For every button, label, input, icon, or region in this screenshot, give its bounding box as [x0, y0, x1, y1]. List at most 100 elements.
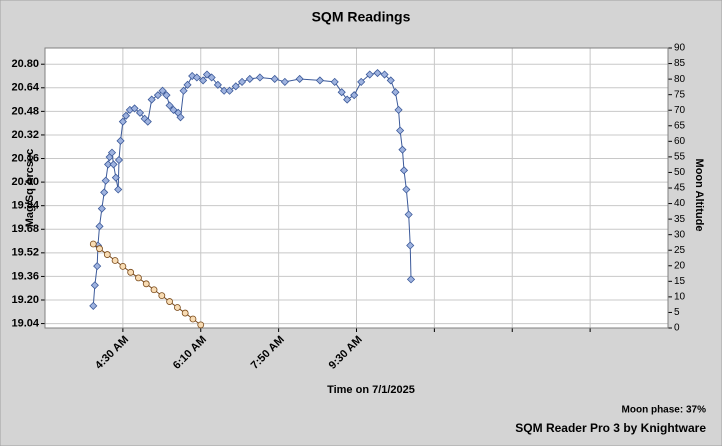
data-point [111, 173, 120, 182]
data-point [181, 309, 189, 317]
data-point [231, 82, 240, 91]
data-point [118, 117, 127, 126]
y2-tick-label: 15 [674, 276, 686, 287]
data-point [391, 88, 400, 97]
data-point [89, 301, 98, 310]
y-tick-label: 20.00 [11, 176, 39, 188]
data-point [107, 148, 117, 157]
data-point [183, 80, 192, 89]
y2-tick-label: 70 [674, 105, 686, 116]
y2-tick-label: 20 [674, 260, 686, 271]
data-point [162, 91, 171, 100]
data-point [202, 70, 212, 79]
data-point [398, 145, 407, 154]
data-point [121, 111, 131, 120]
data-point [295, 74, 304, 84]
data-point [101, 176, 110, 185]
moon-phase: Moon phase: 37% [622, 405, 707, 416]
y2-tick-label: 25 [674, 245, 686, 256]
data-point [93, 262, 102, 271]
y2-tick-label: 10 [674, 292, 686, 303]
data-point [280, 77, 289, 86]
data-point [213, 80, 222, 89]
data-point [357, 77, 366, 86]
data-point [116, 136, 125, 145]
data-point [406, 241, 415, 250]
data-point [189, 315, 197, 323]
y2-tick-label: 55 [674, 152, 686, 163]
data-point [380, 70, 389, 79]
data-point [114, 155, 124, 165]
y2-tick-label: 90 [674, 43, 686, 54]
y2-tick-label: 85 [674, 58, 686, 69]
chart-title: SQM Readings [312, 9, 411, 25]
data-point [127, 268, 135, 276]
data-point [225, 86, 234, 95]
y-tick-label: 19.84 [11, 200, 39, 212]
y-tick-label: 19.52 [11, 247, 39, 259]
data-point [100, 188, 109, 197]
data-point [89, 240, 97, 248]
y-tick-label: 20.64 [11, 82, 39, 94]
y-tick-label: 19.36 [11, 270, 39, 282]
data-point [103, 251, 111, 258]
data-point [158, 292, 166, 300]
data-point [109, 160, 118, 169]
footer: SQM Reader Pro 3 by Knightware [515, 421, 706, 435]
data-point [404, 210, 413, 219]
data-point [220, 86, 229, 95]
data-point [135, 274, 142, 282]
data-point [350, 91, 359, 100]
data-point [373, 68, 382, 78]
data-point [114, 185, 123, 194]
data-point [179, 86, 188, 95]
data-point [365, 70, 374, 79]
data-point [330, 77, 339, 86]
data-point [343, 95, 352, 104]
x-axis-label: Time on 7/1/2025 [327, 384, 415, 396]
data-point [399, 166, 409, 175]
data-point [176, 113, 185, 122]
data-point [255, 73, 265, 82]
data-point [402, 185, 411, 194]
data-point [142, 280, 150, 288]
y2-tick-label: 60 [674, 136, 686, 147]
data-point [169, 105, 178, 114]
y-tick-label: 19.04 [11, 317, 39, 329]
data-point [315, 76, 324, 85]
y-tick-label: 19.20 [11, 294, 39, 306]
data-point [143, 117, 152, 126]
data-point [111, 257, 119, 264]
data-point [158, 86, 167, 95]
data-point [153, 91, 162, 100]
data-point [245, 74, 254, 84]
data-point [96, 245, 103, 253]
y2-tick-label: 80 [674, 74, 686, 85]
data-point [166, 298, 174, 305]
y2-tick-label: 0 [674, 323, 680, 334]
plot-border [44, 47, 669, 329]
y-tick-label: 20.32 [11, 129, 39, 141]
y-tick-label: 20.48 [11, 105, 39, 117]
y2-tick-label: 50 [674, 167, 686, 178]
data-point [150, 286, 158, 294]
data-point [237, 77, 247, 86]
y2-tick-label: 45 [674, 183, 686, 194]
data-point [147, 95, 156, 104]
y2-axis-label: Moon Altitude [693, 159, 705, 232]
y2-tick-label: 40 [674, 198, 686, 209]
data-point [97, 204, 106, 213]
y-tick-label: 20.16 [11, 152, 39, 164]
data-point [396, 126, 405, 135]
data-point [197, 321, 205, 329]
data-point [165, 101, 174, 110]
data-point [104, 160, 113, 169]
data-point [270, 74, 279, 84]
data-point [119, 262, 127, 270]
data-point [173, 304, 181, 311]
y-tick-label: 19.68 [11, 223, 39, 235]
data-point [95, 222, 104, 231]
y-axis-label: Mag/Sq Arcsec [24, 149, 36, 227]
y2-tick-label: 65 [674, 120, 686, 131]
